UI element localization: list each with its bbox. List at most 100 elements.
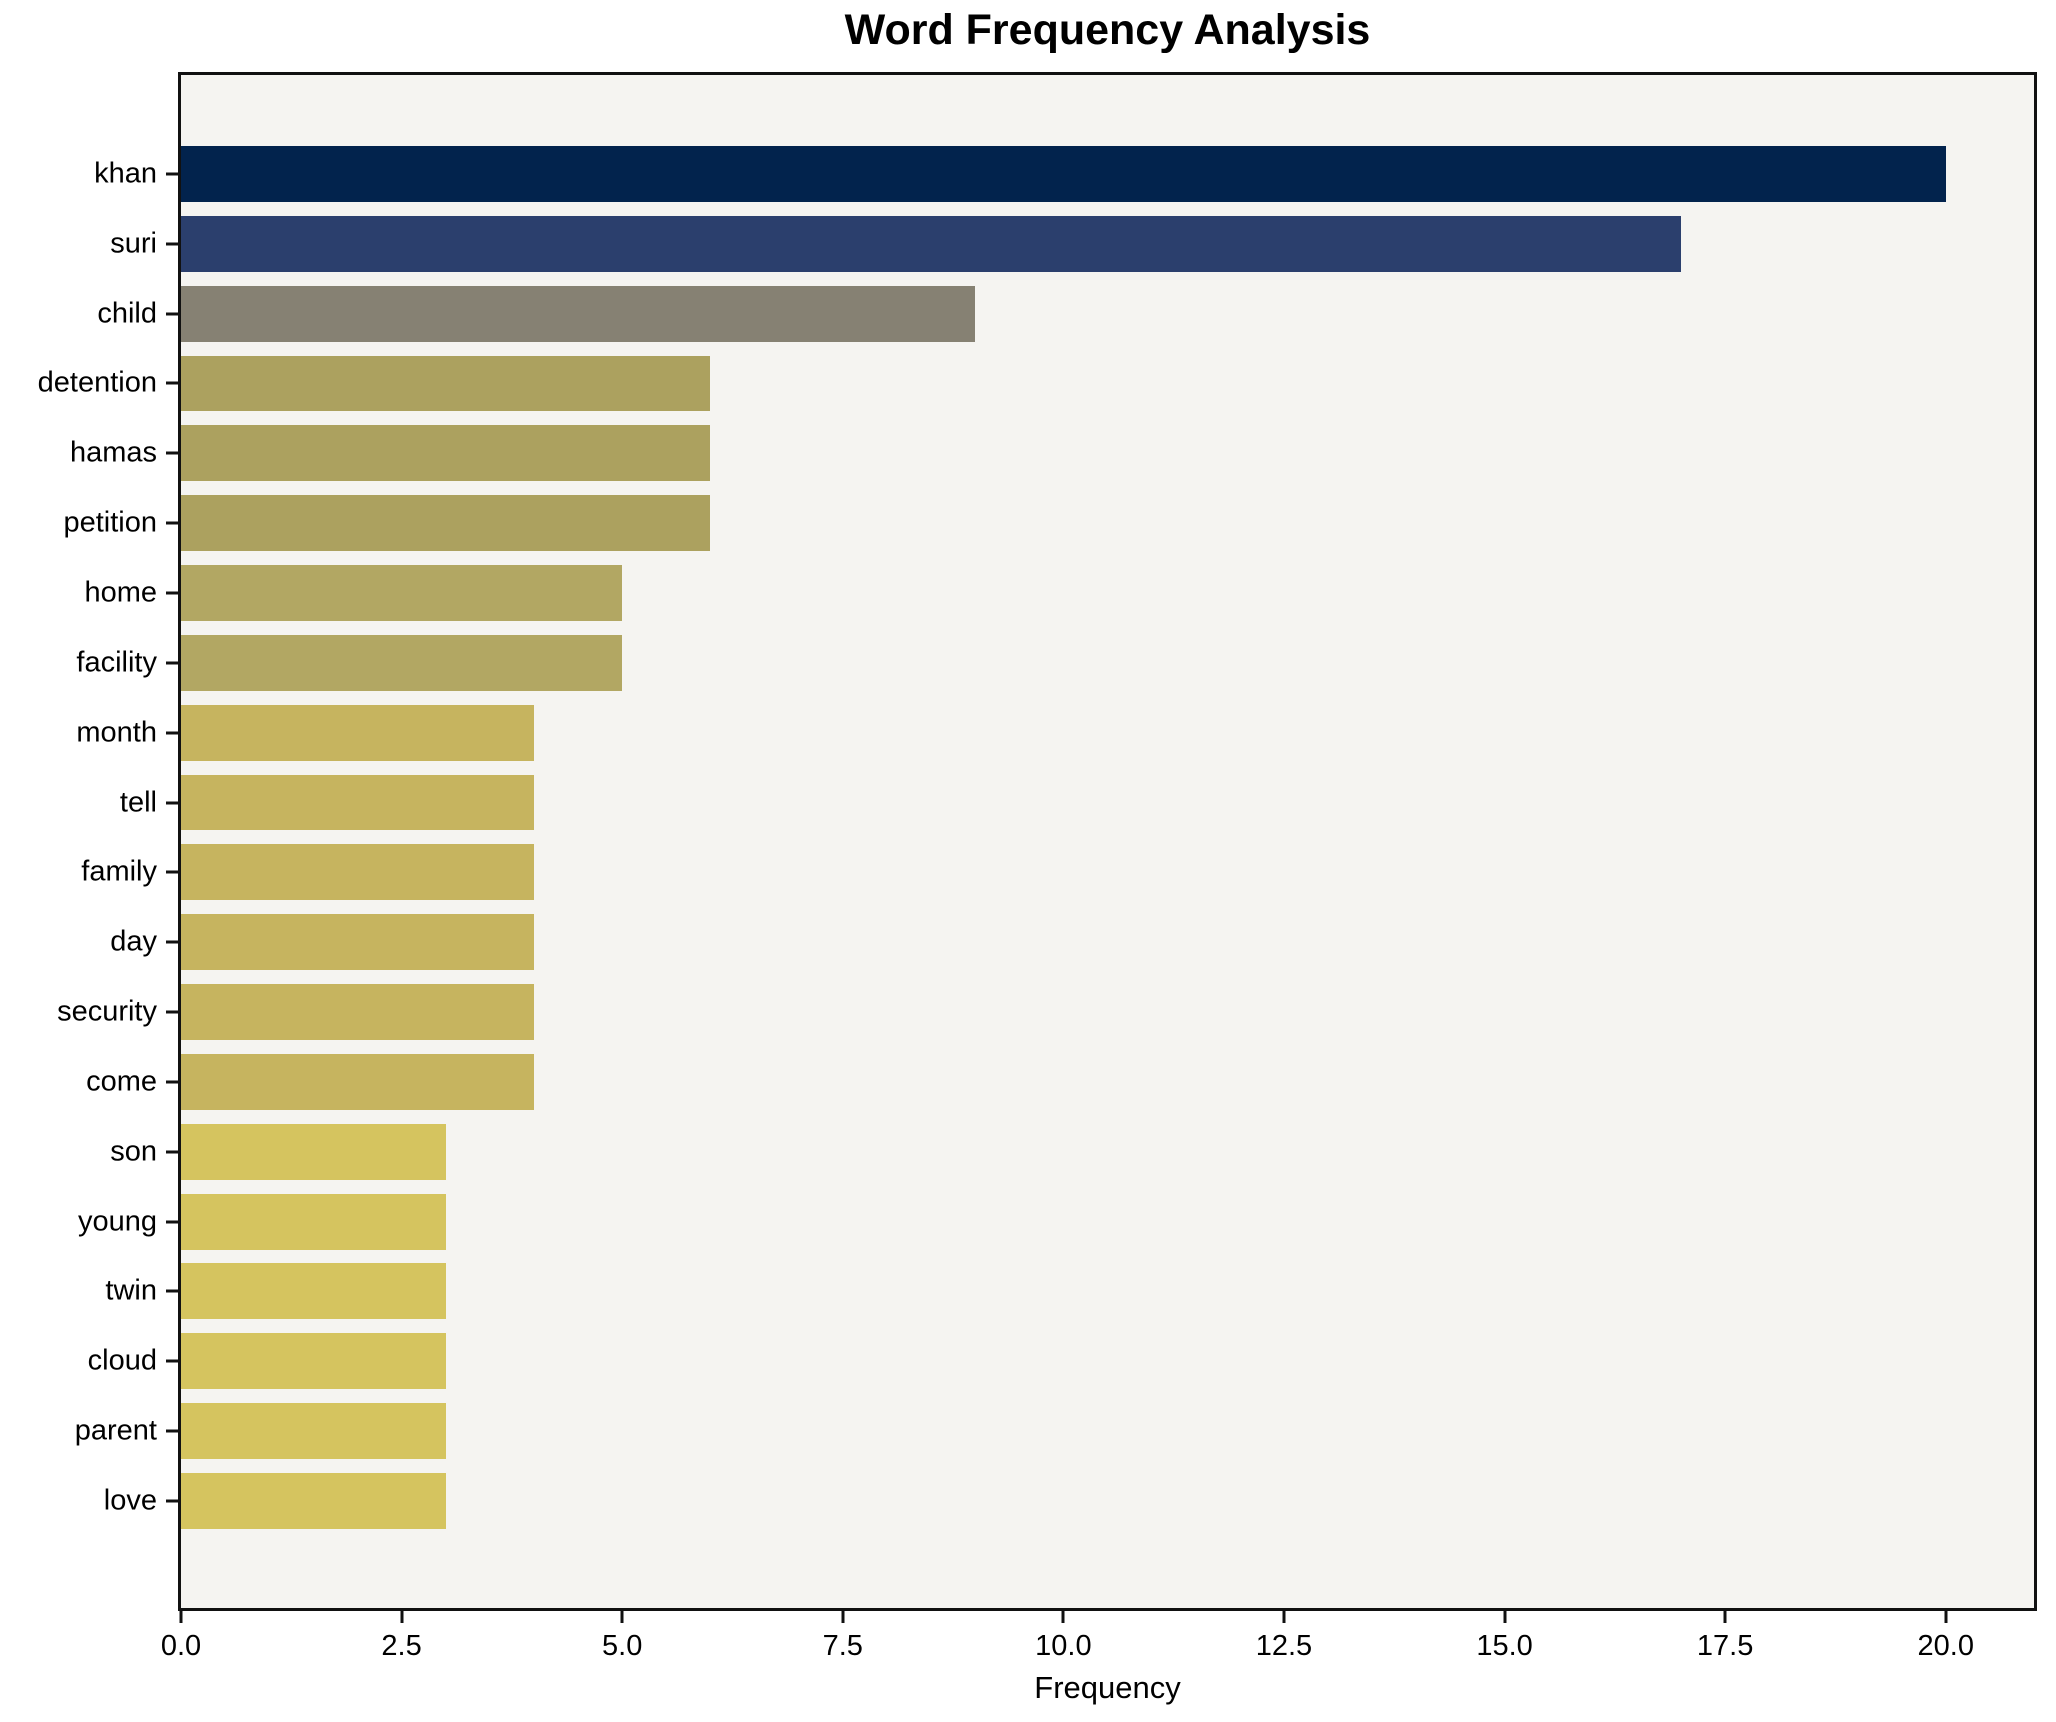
y-category-label-detention: detention [37,366,157,399]
y-tick-mark [166,451,178,455]
y-category-label-home: home [84,576,157,609]
bar-row: suri [110,209,2034,279]
x-tick-mark [1723,1611,1727,1623]
bar-facility [181,634,623,691]
bar-row: come [86,1047,2034,1117]
bar-row: child [97,279,2034,349]
bar-row: security [57,977,2034,1047]
x-tick-label-0.0: 0.0 [160,1630,202,1662]
y-tick-mark [166,1080,178,1084]
x-axis-label: Frequency [1034,1670,1181,1705]
bar-khan [181,145,1946,202]
y-tick-mark [166,312,178,316]
y-tick-mark [166,731,178,735]
bar-day [181,914,534,971]
bar-row: month [76,698,2034,768]
bar-tell [181,774,534,831]
y-category-label-month: month [76,716,157,749]
y-category-label-cloud: cloud [87,1344,157,1377]
bar-row: detention [38,349,2034,419]
x-tick-label-12.5: 12.5 [1255,1630,1313,1662]
bar-hamas [181,425,711,482]
y-category-label-family: family [81,855,157,888]
bar-row: cloud [88,1326,2034,1396]
y-tick-mark [166,381,178,385]
y-tick-mark [166,591,178,595]
y-category-label-son: son [110,1135,157,1168]
y-category-label-security: security [57,995,157,1028]
y-tick-mark [166,1220,178,1224]
y-category-label-tell: tell [119,786,157,819]
y-category-label-parent: parent [74,1414,157,1447]
y-category-label-facility: facility [76,646,157,679]
y-category-label-child: child [97,297,157,330]
x-tick-mark [179,1611,183,1623]
bar-month [181,704,534,761]
x-tick-mark [1282,1611,1286,1623]
y-category-label-love: love [103,1484,157,1517]
plot-area: khan suri child detention hamas petition home f… [38,72,2037,1705]
y-tick-mark [166,801,178,805]
y-tick-mark [166,242,178,246]
bar-come [181,1053,534,1110]
x-tick-mark [400,1611,404,1623]
bar-row: son [110,1117,2034,1187]
y-category-label-petition: petition [63,506,157,539]
bar-row: home [84,558,2034,628]
x-tick-label-5.0: 5.0 [602,1630,643,1662]
bar-child [181,285,976,342]
bar-row: facility [76,628,2034,698]
bar-row: young [78,1187,2034,1257]
x-tick-label-10.0: 10.0 [1035,1630,1092,1662]
y-tick-mark [166,661,178,665]
bar-twin [181,1263,446,1320]
bar-row: petition [63,488,2034,558]
x-tick-mark [1503,1611,1507,1623]
bar-young [181,1193,446,1250]
y-category-label-khan: khan [94,157,157,190]
bar-row: tell [120,768,2034,838]
bar-row: family [81,837,2034,907]
y-tick-mark [166,172,178,176]
bar-petition [181,495,711,552]
bar-suri [181,215,1682,272]
bar-row: khan [94,139,2034,209]
bar-detention [181,355,711,412]
y-category-label-day: day [110,925,157,958]
y-category-label-hamas: hamas [69,436,157,469]
y-category-label-twin: twin [105,1274,157,1307]
bar-row: day [110,907,2034,977]
x-tick-label-7.5: 7.5 [822,1630,863,1662]
y-category-label-come: come [86,1065,157,1098]
bar-son [181,1123,446,1180]
y-category-label-suri: suri [110,227,157,260]
y-tick-mark [166,1010,178,1014]
x-tick-label-20.0: 20.0 [1917,1630,1974,1662]
y-tick-mark [166,521,178,525]
bar-parent [181,1403,446,1460]
y-tick-mark [166,870,178,874]
x-tick-label-15.0: 15.0 [1476,1630,1533,1662]
y-tick-mark [166,1289,178,1293]
bar-love [181,1473,446,1529]
x-tick-mark [1061,1611,1065,1623]
bar-row: parent [75,1396,2034,1466]
y-tick-mark [166,1499,178,1503]
x-tick-mark [620,1611,624,1623]
bar-row: love [104,1466,2034,1536]
chart-title: Word Frequency Analysis [844,6,1371,54]
x-tick-mark [841,1611,845,1623]
bar-family [181,844,534,901]
bar-cloud [181,1333,446,1390]
x-tick-label-17.5: 17.5 [1696,1630,1754,1662]
y-tick-mark [166,1359,178,1363]
x-tick-mark [1944,1611,1948,1623]
y-category-label-young: young [77,1205,157,1238]
y-tick-mark [166,1429,178,1433]
bar-security [181,984,534,1040]
y-tick-mark [166,1150,178,1154]
bars-container: khan suri child detention hamas petition home f… [38,75,2034,1608]
bar-row: twin [105,1257,2034,1327]
bar-home [181,565,623,621]
